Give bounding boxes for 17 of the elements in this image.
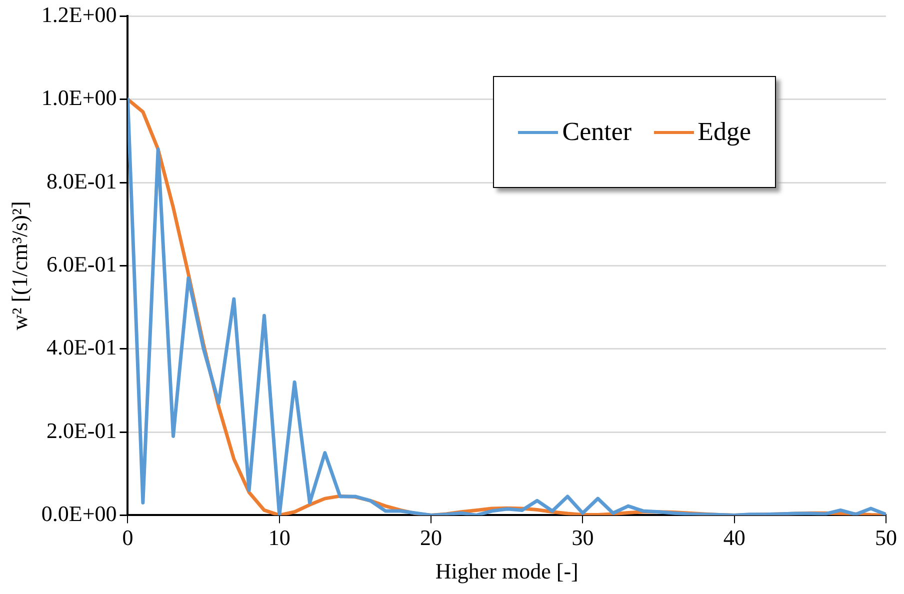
x-tick-label: 40 [723, 525, 746, 550]
y-tick-label: 4.0E-01 [46, 334, 117, 360]
legend-label: Edge [698, 117, 751, 148]
x-tick-label: 20 [420, 525, 442, 550]
x-tick-label: 0 [122, 525, 134, 550]
y-tick-label: 1.2E+00 [41, 2, 117, 27]
y-tick-label: 8.0E-01 [46, 168, 117, 194]
y-tick-label: 0.0E+00 [41, 500, 117, 526]
y-tick-label: 6.0E-01 [46, 251, 117, 276]
x-axis-title: Higher mode [-] [435, 558, 578, 584]
y-axis-title: w² [(1/cm³/s)²] [6, 201, 32, 330]
x-tick-label: 30 [572, 525, 594, 550]
y-tick-label: 2.0E-01 [46, 418, 117, 443]
x-tick-label: 50 [875, 525, 897, 550]
x-tick-label: 10 [268, 525, 290, 550]
y-tick-label: 1.0E+00 [41, 85, 117, 110]
legend-label: Center [562, 117, 632, 148]
